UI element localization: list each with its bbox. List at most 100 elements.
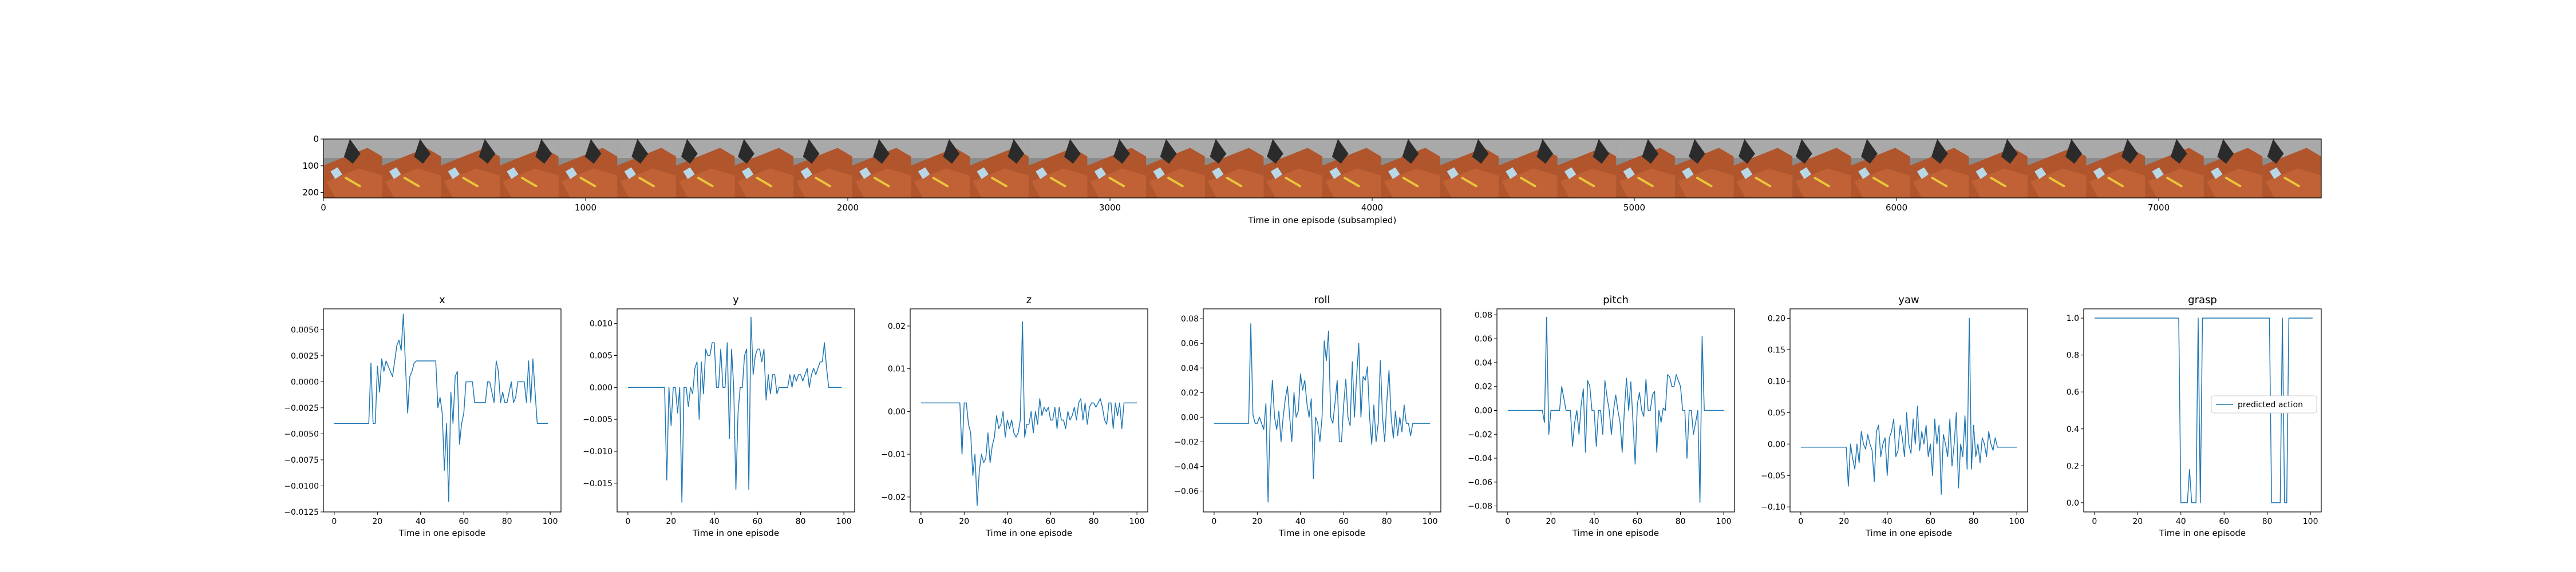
x-tick-label: 5000 (1623, 202, 1645, 213)
y-tick-label: 0.0 (2067, 499, 2079, 508)
x-axis-label: Time in one episode (1572, 528, 1659, 538)
x-tick-label: 40 (1002, 517, 1013, 526)
x-tick-label: 0 (321, 202, 326, 213)
x-axis-label: Time in one episode (692, 528, 779, 538)
camera-frame (382, 139, 441, 198)
x-tick-label: 6000 (1886, 202, 1907, 213)
y-tick-label: 0.04 (1181, 364, 1199, 373)
x-tick-label: 80 (1089, 517, 1099, 526)
plot-title: z (1026, 294, 1032, 306)
y-tick-label: 0.06 (1475, 335, 1492, 344)
x-tick-label: 80 (502, 517, 512, 526)
x-tick-label: 40 (1295, 517, 1306, 526)
camera-frame (323, 139, 383, 198)
y-tick-label: −0.10 (1761, 503, 1785, 512)
x-tick-label: 20 (959, 517, 969, 526)
image-strip-frame-border (323, 138, 2322, 198)
camera-frame (675, 139, 736, 198)
y-tick-label: 0.15 (1768, 345, 1785, 355)
series-line-predicted-action (2094, 317, 2313, 503)
plot-title: roll (1314, 294, 1330, 306)
y-tick-label: 0.00 (888, 407, 906, 416)
x-tick-label: 60 (752, 517, 762, 526)
y-tick-label: −0.06 (1468, 478, 1492, 487)
x-tick-label: 3000 (1099, 202, 1121, 213)
y-tick-label: −0.06 (1174, 487, 1199, 496)
y-tick-label: 0.000 (590, 383, 613, 392)
plot-y: y 0 20 40 60 80 100 −0.015 −0.010 −0.005 0.000 0.00… (583, 294, 855, 538)
x-tick-label: 40 (1589, 517, 1599, 526)
x-tick-label: 2000 (837, 202, 859, 213)
y-tick-label: −0.005 (583, 415, 613, 424)
x-axis-label: Time in one episode (1278, 528, 1365, 538)
x-tick-label: 0 (918, 517, 923, 526)
series-line-pitch (1507, 316, 1724, 503)
image-strip-panel: 0 1000 2000 3000 4000 5000 6000 7000 0 100 200 Ti… (302, 134, 2322, 225)
camera-frame (1733, 139, 1793, 198)
y-tick-label: 0 (313, 134, 319, 144)
image-strip-x-ticks: 0 1000 2000 3000 4000 5000 6000 7000 (321, 198, 2170, 213)
x-tick-label: 20 (2132, 517, 2143, 526)
x-tick-label: 20 (666, 517, 676, 526)
camera-frame (1322, 139, 1382, 198)
camera-frame (1851, 139, 1910, 198)
x-tick-label: 80 (2262, 517, 2273, 526)
x-tick-label: 80 (1382, 517, 1392, 526)
x-tick-label: 60 (1925, 517, 1935, 526)
x-tick-label: 0 (1211, 517, 1216, 526)
plot-frame (1203, 308, 1441, 513)
series-line-y (627, 316, 842, 503)
camera-frame (1792, 139, 1852, 198)
y-tick-label: 1.0 (2067, 314, 2079, 323)
plot-title: yaw (1898, 294, 1919, 306)
camera-frame (441, 139, 500, 198)
y-tick-label: −0.0050 (284, 430, 319, 439)
x-tick-label: 100 (2009, 517, 2025, 526)
y-tick-label: 200 (302, 188, 319, 198)
camera-frame (2262, 139, 2321, 198)
x-tick-label: 60 (1632, 517, 1642, 526)
y-tick-label: 0.02 (1475, 383, 1492, 392)
x-tick-label: 100 (1423, 517, 1438, 526)
camera-frame (1440, 139, 1499, 198)
y-tick-label: 0.0000 (291, 378, 319, 387)
y-tick-label: −0.08 (1468, 502, 1492, 511)
x-tick-label: 100 (836, 517, 852, 526)
y-tick-label: 0.02 (888, 322, 906, 331)
x-tick-label: 100 (1129, 517, 1145, 526)
x-tick-label: 100 (1716, 517, 1732, 526)
y-tick-label: −0.0125 (284, 508, 319, 517)
y-tick-label: −0.02 (1468, 430, 1492, 439)
plot-title: y (733, 294, 739, 306)
y-tick-label: 0.00 (1475, 407, 1492, 416)
plot-roll: roll 0 20 40 60 80 100 −0.06 −0.04 −0.02 0.00 0.02 0… (1174, 294, 1441, 538)
x-tick-label: 0 (625, 517, 630, 526)
camera-frame (734, 139, 794, 198)
action-plots: x0 20 40 60 80 100−0.0125−0.0100−0.0075−0.005… (284, 294, 2322, 538)
camera-frame (499, 139, 559, 198)
camera-frame (1381, 139, 1440, 198)
x-tick-label: 40 (1882, 517, 1893, 526)
y-tick-label: −0.02 (881, 493, 906, 502)
y-tick-label: 0.01 (888, 365, 906, 374)
y-tick-label: 0.0050 (291, 325, 319, 335)
y-tick-label: 0.6 (2067, 388, 2079, 397)
y-tick-label: 0.010 (590, 320, 613, 329)
camera-frame (558, 139, 618, 198)
y-tick-label: −0.01 (881, 450, 906, 459)
plot-pitch: pitch 0 20 40 60 80 100 −0.08 −0.06 −0.04 −0.02 0.0… (1468, 294, 1735, 538)
x-axis-label: Time in one episode (1865, 528, 1952, 538)
camera-frame (617, 139, 677, 198)
x-tick-label: 7000 (2148, 202, 2170, 213)
x-tick-label: 60 (1045, 517, 1056, 526)
y-tick-label: 0.06 (1181, 339, 1199, 348)
camera-frame (1146, 139, 1206, 198)
y-tick-label: 0.2 (2067, 462, 2079, 471)
y-tick-label: 0.20 (1768, 314, 1785, 323)
y-tick-label: 0.05 (1768, 408, 1785, 418)
camera-frame (1910, 139, 1969, 198)
x-axis-label: Time in one episode (398, 528, 485, 538)
plot-frame (617, 308, 855, 513)
series-line-yaw (1800, 317, 2017, 495)
series-line-x (334, 313, 548, 502)
